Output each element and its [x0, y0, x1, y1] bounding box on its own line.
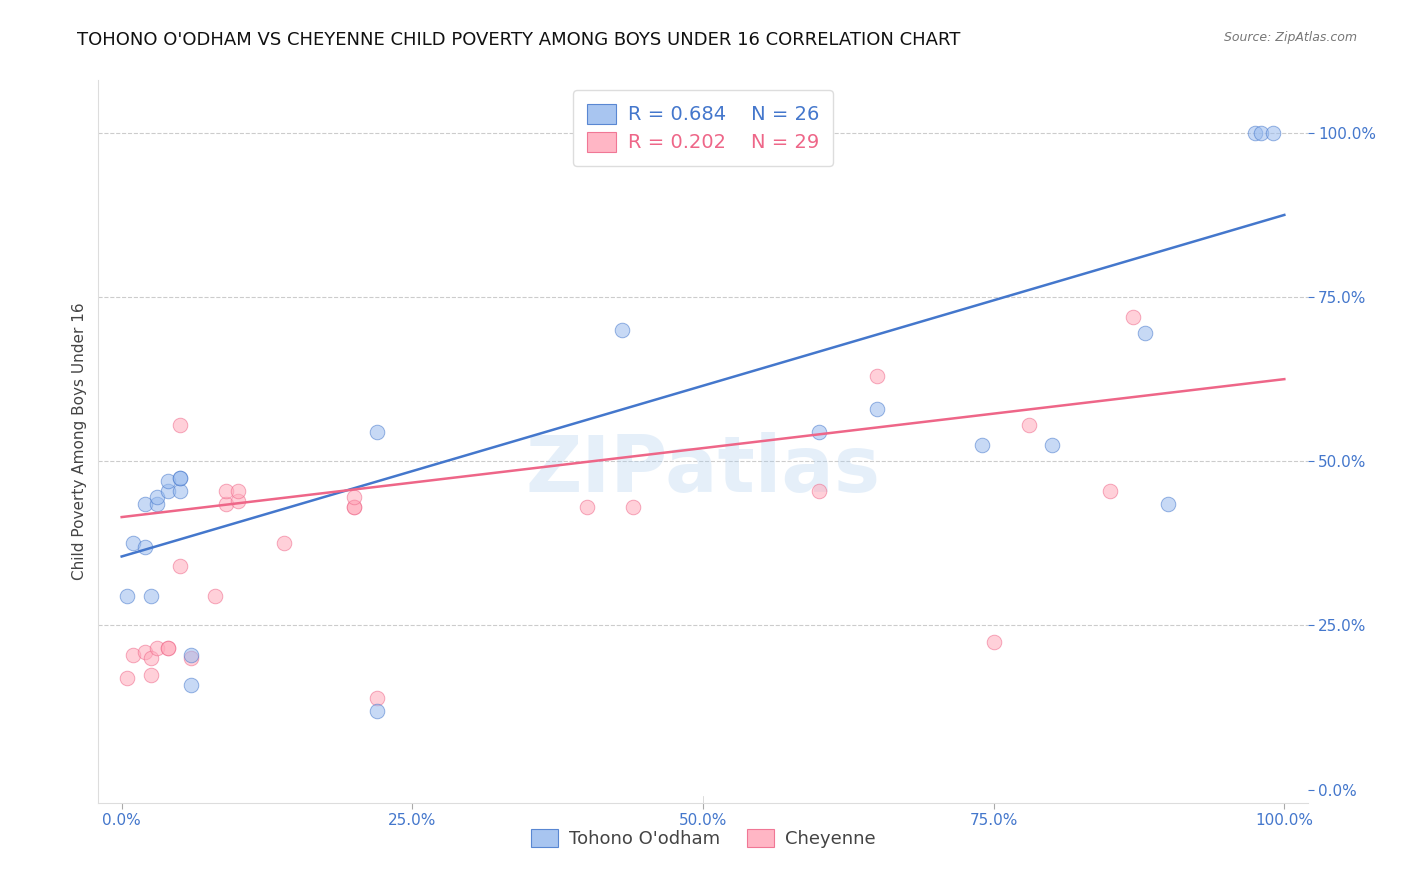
Point [145, 491, 167, 505]
Point [1157, 497, 1180, 511]
Point [970, 438, 993, 452]
Point [215, 497, 238, 511]
Point [169, 418, 191, 433]
Point [808, 425, 831, 439]
Point [1098, 483, 1121, 498]
Point [145, 641, 167, 656]
Y-axis label: Child Poverty Among Boys Under 16: Child Poverty Among Boys Under 16 [72, 302, 87, 581]
Point [621, 500, 644, 515]
Point [117, 671, 139, 685]
Point [226, 493, 249, 508]
Point [122, 648, 145, 662]
Point [134, 540, 156, 554]
Point [215, 483, 238, 498]
Point [157, 641, 180, 656]
Point [134, 645, 156, 659]
Point [366, 690, 388, 705]
Point [180, 648, 202, 662]
Point [1018, 418, 1040, 433]
Point [169, 483, 191, 498]
Point [139, 651, 162, 665]
Point [204, 589, 226, 603]
Point [343, 491, 366, 505]
Point [1122, 310, 1144, 324]
Point [169, 559, 191, 574]
Point [343, 500, 366, 515]
Point [343, 500, 366, 515]
Point [1250, 126, 1272, 140]
Point [1040, 438, 1063, 452]
Point [226, 483, 249, 498]
Point [1133, 326, 1156, 341]
Point [145, 497, 167, 511]
Point [122, 536, 145, 550]
Point [610, 323, 633, 337]
Point [866, 368, 889, 383]
Point [1261, 126, 1284, 140]
Point [157, 474, 180, 488]
Point [808, 483, 831, 498]
Point [157, 641, 180, 656]
Legend: Tohono O'odham, Cheyenne: Tohono O'odham, Cheyenne [523, 822, 883, 855]
Point [366, 704, 388, 718]
Text: Source: ZipAtlas.com: Source: ZipAtlas.com [1223, 31, 1357, 45]
Point [575, 500, 598, 515]
Point [1244, 126, 1267, 140]
Point [169, 471, 191, 485]
Point [139, 667, 162, 681]
Text: ZIPatlas: ZIPatlas [526, 433, 880, 508]
Point [983, 635, 1005, 649]
Point [139, 589, 162, 603]
Point [273, 536, 295, 550]
Point [169, 471, 191, 485]
Text: TOHONO O'ODHAM VS CHEYENNE CHILD POVERTY AMONG BOYS UNDER 16 CORRELATION CHART: TOHONO O'ODHAM VS CHEYENNE CHILD POVERTY… [77, 31, 960, 49]
Point [180, 651, 202, 665]
Point [134, 497, 156, 511]
Point [157, 483, 180, 498]
Point [180, 677, 202, 691]
Point [117, 589, 139, 603]
Point [366, 425, 388, 439]
Point [866, 401, 889, 416]
